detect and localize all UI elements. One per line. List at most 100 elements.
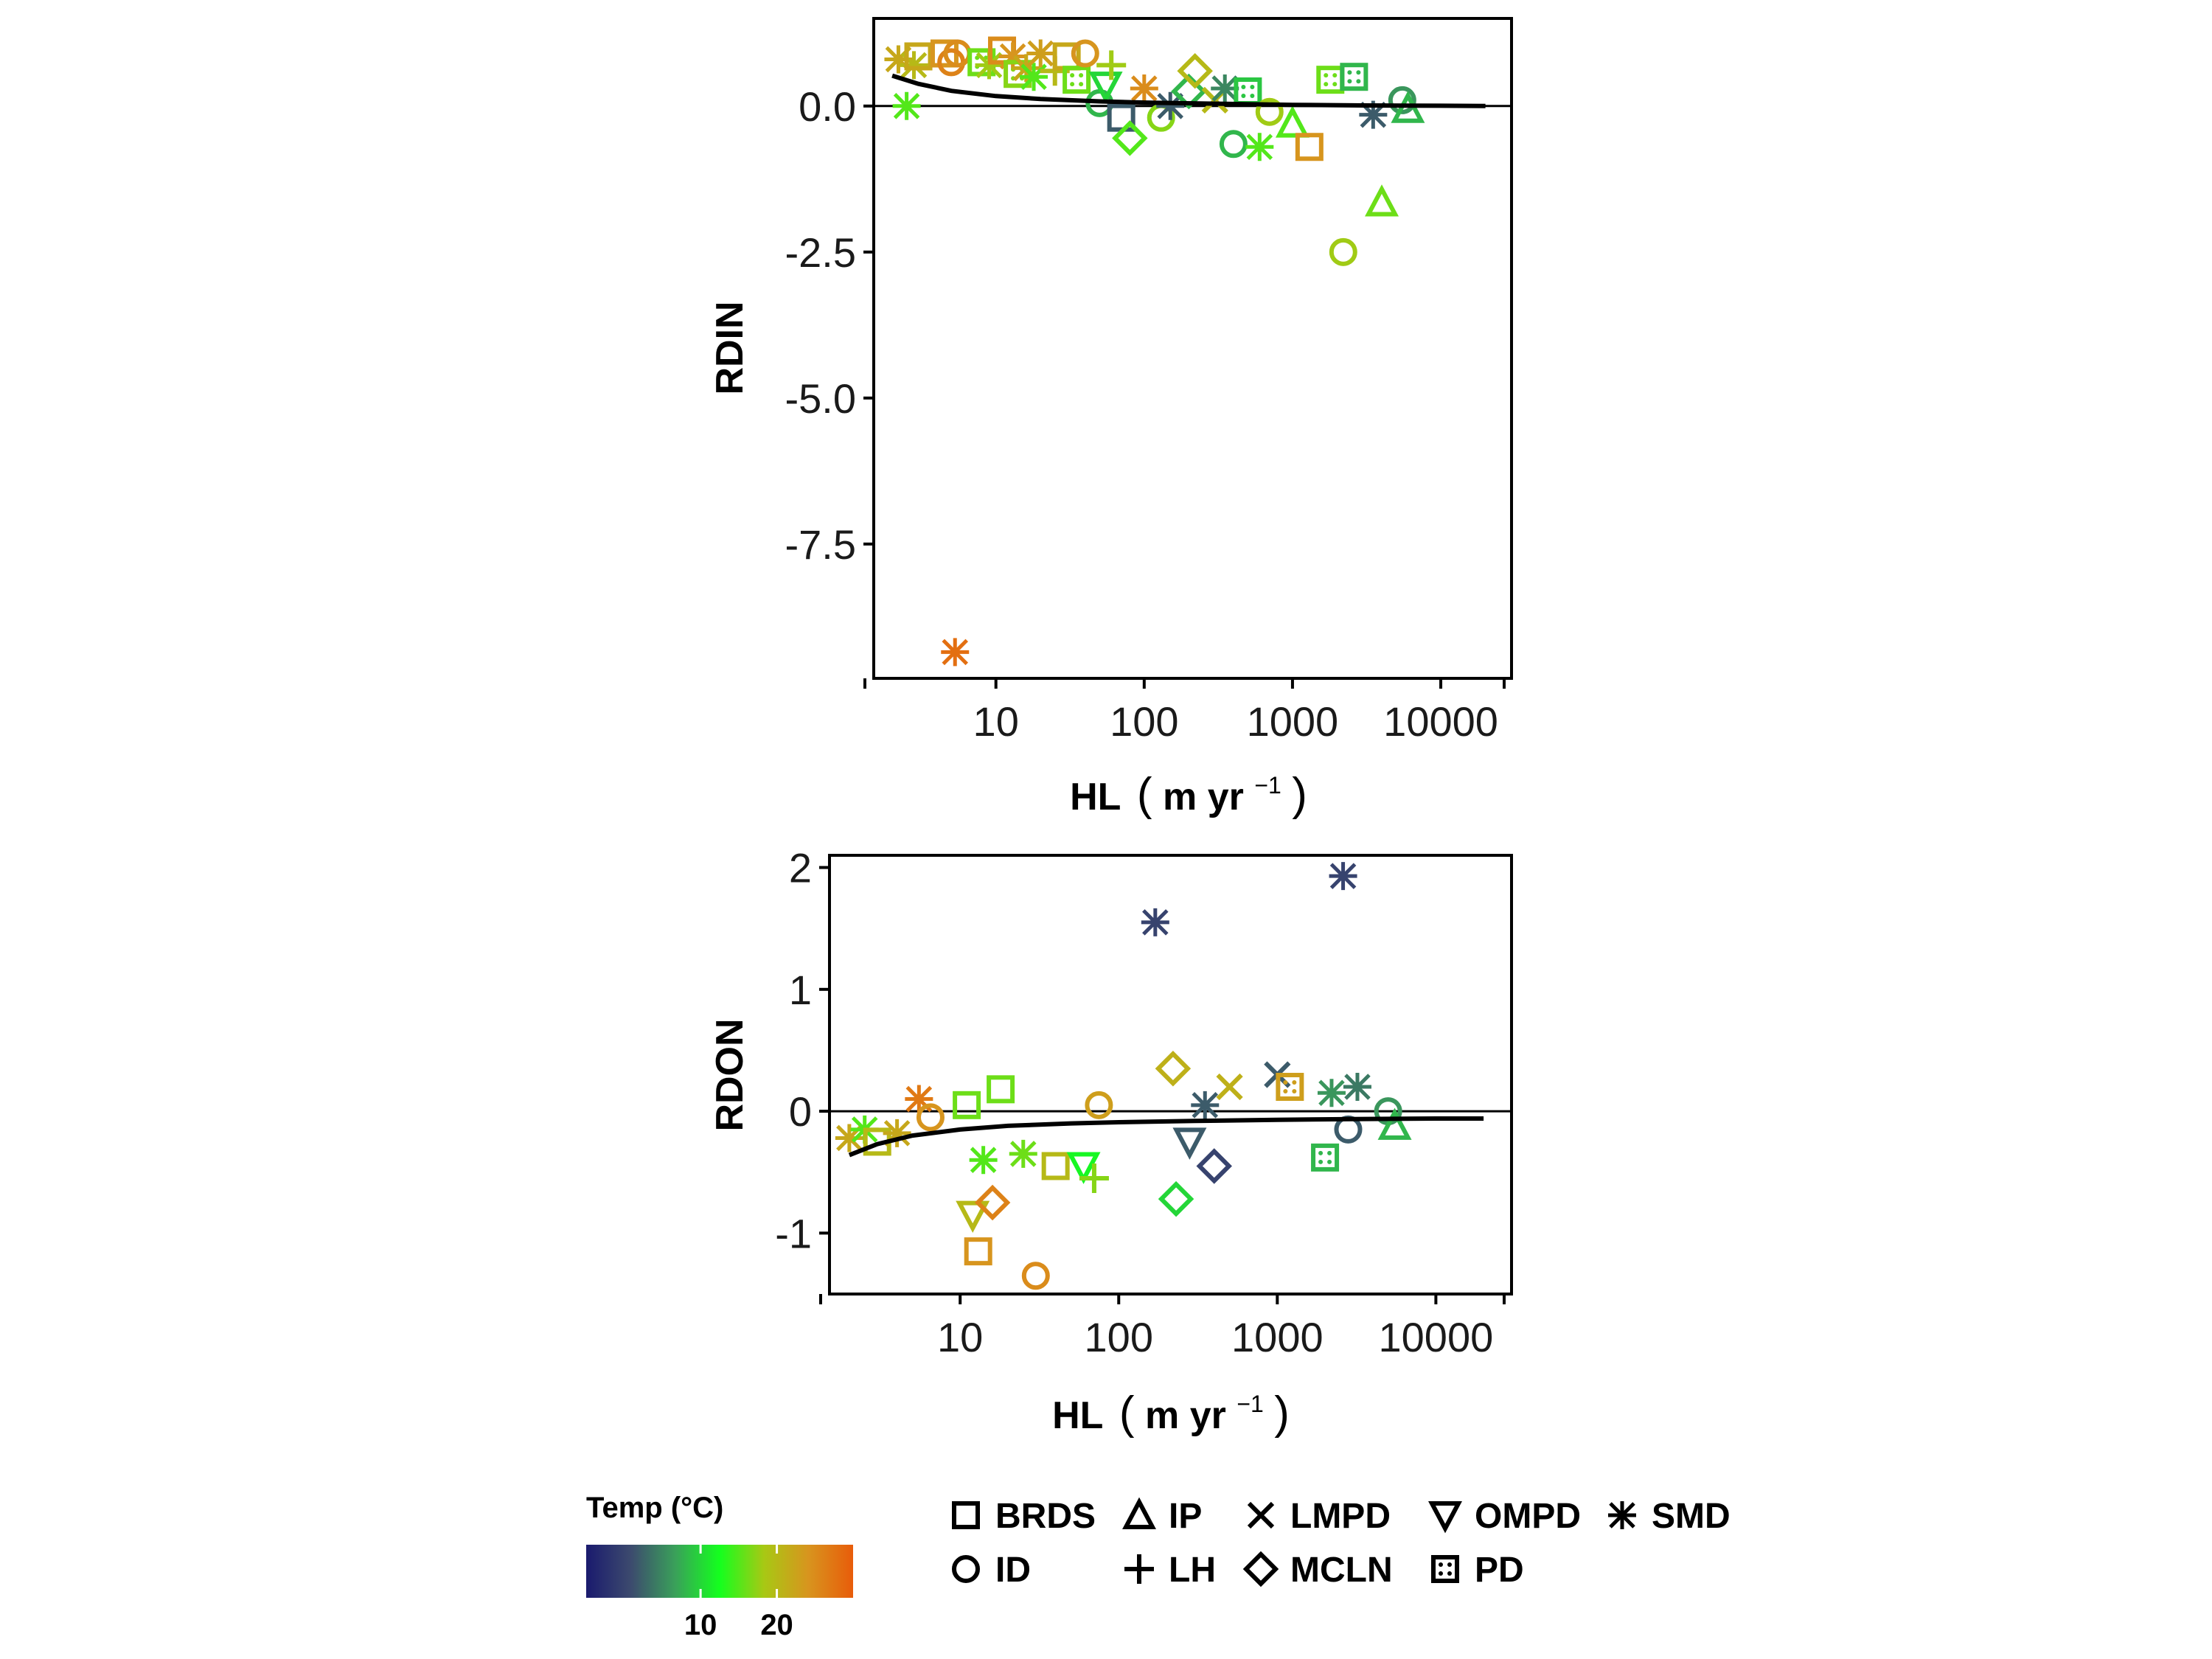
rdin-point-smd: [1359, 100, 1388, 129]
rdon-point-smd: [1009, 1139, 1037, 1168]
rdin-point-id: [1219, 130, 1248, 159]
rdin-point-id: [1071, 39, 1099, 68]
rdin-point-pd-dot: [1250, 94, 1255, 99]
rdon-point-smd: [1329, 862, 1357, 891]
rdon-point-mcln: [1196, 1148, 1232, 1184]
rdon-point-mcln: [1155, 1050, 1192, 1087]
legend-item-lmpd: LMPD: [1247, 1497, 1391, 1536]
rdin-point-pd-dot: [1356, 79, 1361, 84]
legend-label: BRDS: [995, 1497, 1096, 1536]
rdon-point-pd-dot: [1283, 1089, 1288, 1094]
legend-item-mcln: MCLN: [1242, 1551, 1393, 1590]
rdin-point-smd: [1020, 63, 1048, 91]
rdon-point-pd: [1311, 1143, 1340, 1172]
rdin-point-pd-dot: [1332, 73, 1338, 78]
rdin-point-smd: [975, 51, 1004, 80]
rdin-y-tick-label: -5.0: [785, 375, 857, 422]
rdin-point-pd: [1316, 66, 1345, 94]
rdon-y-tick-label: 1: [789, 967, 812, 1013]
rdin-point-mcln: [1112, 120, 1148, 156]
rdon-point-ompd: [1172, 1127, 1207, 1160]
colorbar-tick-label: 10: [684, 1609, 717, 1641]
cross-icon: [1247, 1501, 1275, 1529]
rdon-ticks: 210-110 100 1000 10000: [775, 845, 1506, 1360]
rdon-point-ip: [1377, 1107, 1412, 1140]
rdin-x-tick-label: 10000: [1383, 698, 1498, 745]
rdin-point-smd: [998, 42, 1027, 71]
rdon-point-pd-dot: [1327, 1150, 1332, 1155]
rdon-point-smd: [969, 1146, 998, 1175]
rdon-point-pd-dot: [1318, 1159, 1324, 1164]
rdin-point-id: [1388, 86, 1416, 114]
rdin-point-pd-dot: [1070, 73, 1075, 78]
legend-label: MCLN: [1290, 1551, 1393, 1590]
rdin-point-ip: [1391, 91, 1425, 123]
rdon-point-brds: [964, 1237, 992, 1266]
rdin-point-pd-dot: [1079, 73, 1084, 78]
rdin-point-pd: [1062, 66, 1091, 94]
legend-label: ID: [995, 1551, 1031, 1590]
legend-item-brds: BRDS: [952, 1497, 1096, 1536]
rdin-y-tick-label: -2.5: [785, 229, 857, 276]
rdin-point-pd-dot: [1347, 70, 1352, 75]
rdin-plot-frame: [872, 17, 1513, 680]
rdon-point-id: [1021, 1262, 1050, 1290]
rdon-point-lmpd: [1216, 1073, 1243, 1101]
rdon-point-ompd: [1066, 1152, 1101, 1184]
rdon-x-tick-label: 10000: [1379, 1314, 1494, 1360]
rdon-point-pd-dot: [1283, 1080, 1288, 1085]
rdin-point-pd-dot: [1070, 82, 1075, 87]
legend-item-pd: PD: [1431, 1551, 1524, 1590]
rdin-point-pd: [1340, 63, 1368, 91]
rdon-point-smd: [1317, 1079, 1346, 1107]
square-dot-icon: [1431, 1555, 1459, 1583]
square-dot-icon-dot: [1439, 1562, 1443, 1567]
rdin-point-pd-dot: [1241, 94, 1246, 99]
rdon-point-smd: [1343, 1073, 1371, 1102]
square-dot-icon-dot: [1447, 1571, 1452, 1576]
rdin-point-pd-dot: [1324, 73, 1329, 78]
legend-label: LH: [1169, 1551, 1216, 1590]
rdon-point-pd-dot: [1292, 1080, 1297, 1085]
rdon-point-pd-dot: [1327, 1159, 1332, 1164]
rdon-fit-curve: [848, 1116, 1484, 1158]
triangle-icon: [1122, 1497, 1156, 1529]
rdin-x-tick-label: 10: [973, 698, 1019, 745]
rdon-point-pd-dot: [1292, 1089, 1297, 1094]
rdin-point-smd: [1211, 74, 1239, 103]
rdon-points: [835, 862, 1412, 1290]
legend-item-ip: IP: [1122, 1497, 1202, 1536]
rdin-point-smd: [1245, 133, 1274, 161]
rdin-ticks: 0.0 -2.5 -5.0 -7.5 10 100 1000 10000: [785, 83, 1506, 745]
square-dot-icon-dot: [1439, 1571, 1443, 1576]
rdon-point-id: [1085, 1091, 1113, 1119]
rdon-y-axis-title: RDON: [709, 1018, 751, 1131]
legend-label: LMPD: [1290, 1497, 1391, 1536]
rdin-y-axis-title: RDIN: [709, 301, 751, 394]
legend-label: OMPD: [1475, 1497, 1581, 1536]
rdin-panel: 0.0 -2.5 -5.0 -7.5 10 100 1000 10000 RDIN HL ( …: [709, 17, 1513, 820]
rdin-y-tick-label: 0.0: [799, 83, 856, 130]
rdin-point-pd-dot: [1347, 79, 1352, 84]
rdin-point-pd-dot: [1332, 82, 1338, 87]
rdin-point-pd-dot: [1241, 85, 1246, 90]
rdin-point-smd: [1130, 74, 1158, 103]
rdon-y-tick-label: 0: [789, 1088, 812, 1135]
rdon-point-smd: [905, 1085, 933, 1113]
rdon-y-tick-label: -1: [775, 1210, 812, 1256]
rdin-point-pd: [1234, 77, 1262, 106]
colorbar-tick-label: 20: [760, 1609, 793, 1641]
asterisk-icon: [1608, 1501, 1636, 1529]
rdin-point-pd-dot: [1079, 82, 1084, 87]
rdon-panel: 210-110 100 1000 10000 RDON HL ( m yr −1 ): [709, 845, 1513, 1439]
rdin-x-tick-label: 1000: [1247, 698, 1339, 745]
colorbar-gradient: [586, 1545, 853, 1598]
rdin-point-brds: [1295, 133, 1324, 161]
legend-label: PD: [1475, 1551, 1524, 1590]
rdon-point-pd: [1276, 1073, 1304, 1102]
square-dot-icon-dot: [1447, 1562, 1452, 1567]
rdin-fit-curve: [891, 73, 1486, 108]
triangle-down-icon: [1428, 1501, 1462, 1534]
rdin-point-smd: [900, 51, 928, 80]
